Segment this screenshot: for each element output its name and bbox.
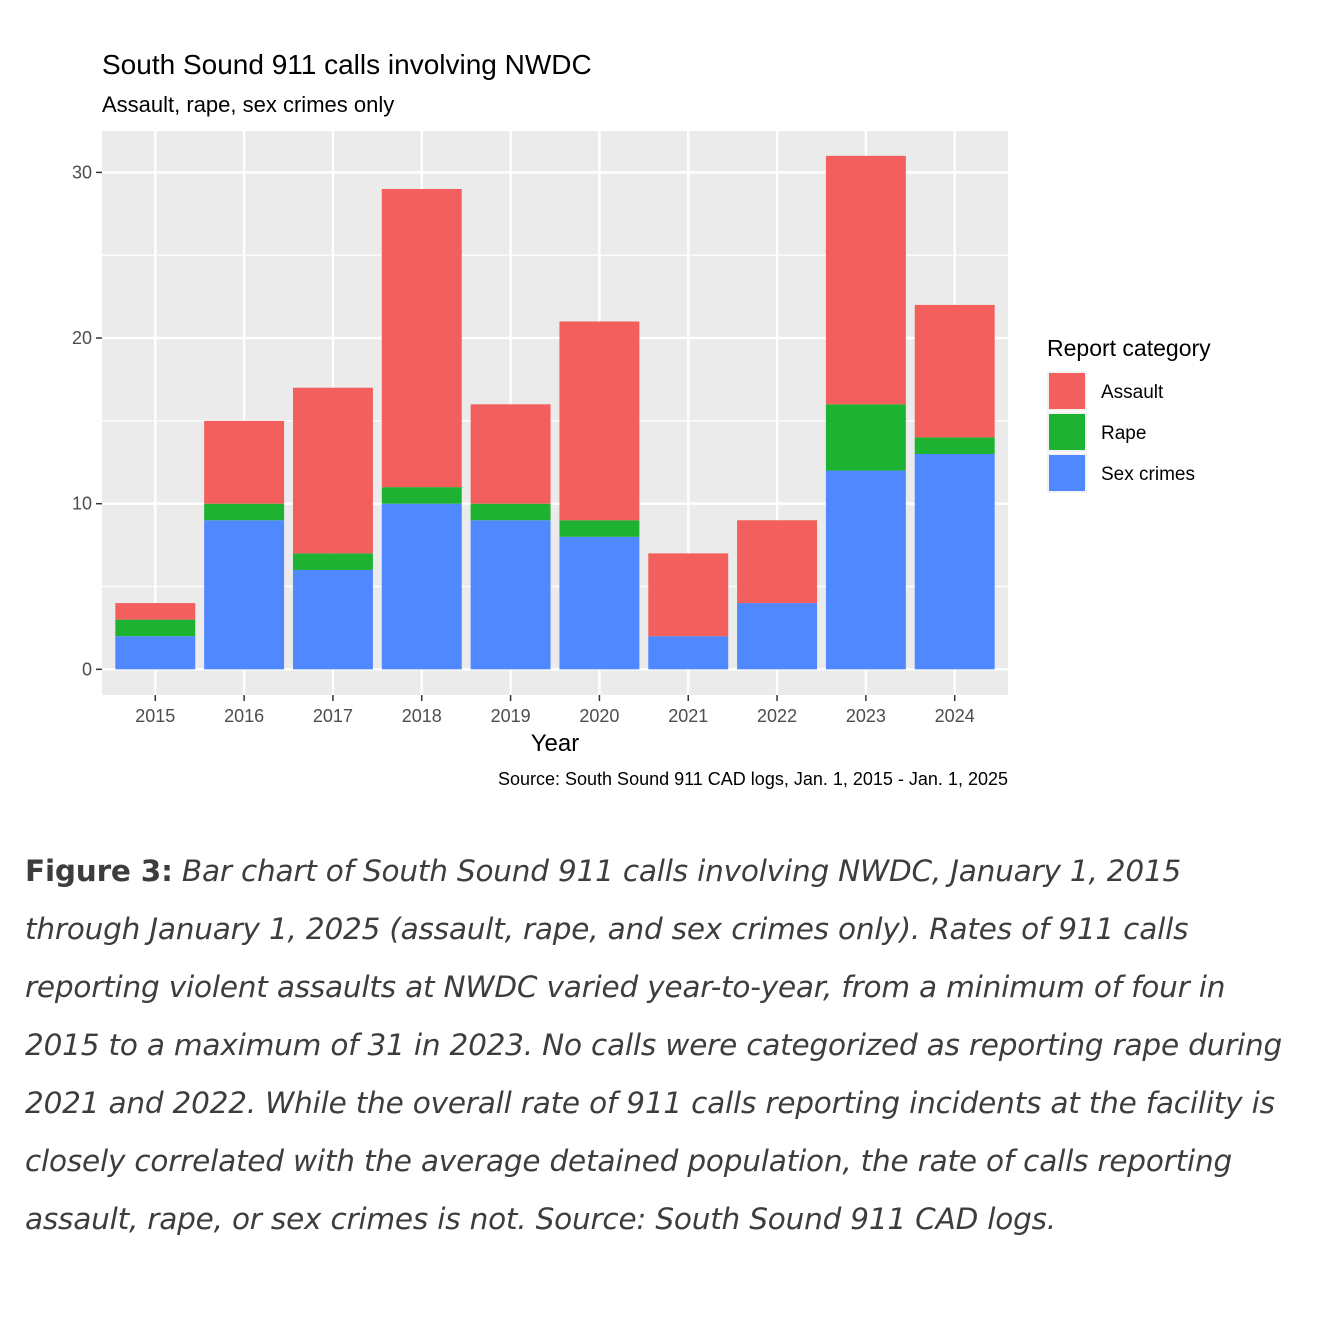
bars — [115, 155, 995, 670]
x-tick-label: 2017 — [313, 706, 353, 726]
bar-assault-2024 — [914, 304, 995, 438]
legend-label-rape: Rape — [1101, 423, 1146, 444]
bar-rape-2015 — [115, 619, 196, 637]
y-tick-label: 0 — [82, 659, 92, 679]
figure-caption-text: Bar chart of South Sound 911 calls invol… — [25, 854, 1283, 1236]
bar-sex-crimes-2022 — [737, 603, 818, 670]
bar-rape-2020 — [559, 520, 640, 537]
x-axis-title: Year — [531, 730, 580, 757]
bar-assault-2016 — [204, 420, 285, 504]
bar-sex-crimes-2023 — [825, 470, 906, 670]
bar-sex-crimes-2024 — [914, 453, 995, 670]
bar-rape-2017 — [292, 553, 373, 570]
bar-sex-crimes-2021 — [648, 636, 729, 670]
x-tick-label: 2019 — [491, 706, 531, 726]
x-tick-label: 2022 — [757, 706, 797, 726]
chart-subtitle: Assault, rape, sex crimes only — [102, 92, 394, 117]
x-tick-label: 2015 — [135, 706, 175, 726]
bar-sex-crimes-2018 — [381, 503, 462, 670]
bar-sex-crimes-2020 — [559, 536, 640, 670]
legend-title: Report category — [1047, 335, 1211, 361]
legend-swatch-rape — [1049, 414, 1085, 450]
y-tick-label: 20 — [72, 328, 92, 348]
bar-rape-2019 — [470, 503, 551, 521]
legend-swatch-assault — [1049, 373, 1085, 409]
figure-caption: Figure 3: Bar chart of South Sound 911 c… — [25, 842, 1295, 1248]
bar-assault-2017 — [292, 387, 373, 554]
figure-caption-label: Figure 3: — [25, 854, 173, 888]
x-tick-label: 2018 — [402, 706, 442, 726]
bar-rape-2023 — [825, 404, 906, 471]
bar-chart: South Sound 911 calls involving NWDC Ass… — [72, 49, 1211, 789]
axes: 0 10 20 30 2015 2016 2017 2018 2019 2020 2021 2022 2… — [72, 162, 975, 726]
x-tick-label: 2020 — [579, 706, 619, 726]
chart-svg: South Sound 911 calls involving NWDC Ass… — [72, 49, 1211, 789]
bar-assault-2023 — [825, 155, 906, 405]
y-tick-label: 10 — [72, 494, 92, 514]
bar-assault-2018 — [381, 188, 462, 488]
legend-label-assault: Assault — [1101, 382, 1164, 403]
legend: Report category Assault Rape Sex crimes — [1047, 335, 1211, 493]
bar-rape-2018 — [381, 487, 462, 504]
x-tick-label: 2023 — [846, 706, 886, 726]
x-tick-label: 2024 — [935, 706, 975, 726]
legend-label-sex-crimes: Sex crimes — [1101, 464, 1195, 485]
legend-swatch-sex-crimes — [1049, 455, 1085, 491]
chart-source-caption: Source: South Sound 911 CAD logs, Jan. 1… — [498, 769, 1008, 789]
y-tick-label: 30 — [72, 162, 92, 182]
bar-sex-crimes-2015 — [115, 636, 196, 670]
bar-sex-crimes-2019 — [470, 520, 551, 670]
bar-assault-2021 — [648, 553, 729, 637]
x-tick-label: 2016 — [224, 706, 264, 726]
bar-assault-2015 — [115, 603, 196, 620]
bar-rape-2016 — [204, 503, 285, 521]
bar-rape-2024 — [914, 437, 995, 454]
x-tick-label: 2021 — [668, 706, 708, 726]
bar-sex-crimes-2016 — [204, 520, 285, 670]
bar-assault-2020 — [559, 321, 640, 521]
chart-title: South Sound 911 calls involving NWDC — [102, 49, 592, 80]
bar-sex-crimes-2017 — [292, 569, 373, 670]
bar-assault-2019 — [470, 404, 551, 504]
bar-assault-2022 — [737, 520, 818, 604]
